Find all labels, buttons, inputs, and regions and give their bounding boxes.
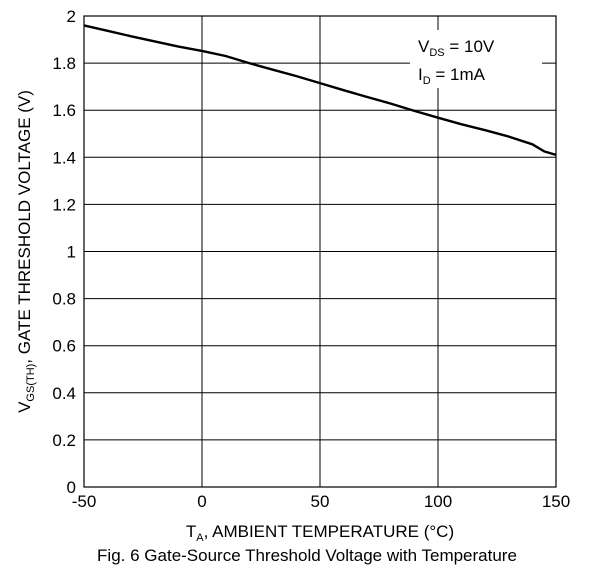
x-tick-label: 100 xyxy=(424,492,452,511)
y-tick-label: 0 xyxy=(67,478,76,497)
y-tick-label: 1.2 xyxy=(52,195,76,214)
x-tick-label: 0 xyxy=(197,492,206,511)
x-axis-label: TA, AMBIENT TEMPERATURE (°C) xyxy=(186,522,454,544)
series-line xyxy=(83,24,557,157)
condition-label: VDS = 10V xyxy=(418,37,495,59)
y-tick-label: 1 xyxy=(67,243,76,262)
grid-lines xyxy=(83,15,557,488)
y-tick-label: 1.6 xyxy=(52,101,76,120)
y-axis-label: VGS(TH), GATE THRESHOLD VOLTAGE (V) xyxy=(15,90,37,413)
axis-labels: 00.20.40.60.811.21.41.61.82-50 0 50 100 150T… xyxy=(15,7,570,565)
plot-frame xyxy=(83,15,557,488)
y-tick-label: 0.8 xyxy=(52,290,76,309)
y-tick-label: 1.4 xyxy=(52,148,76,167)
condition-label: ID = 1mA xyxy=(418,65,486,87)
y-tick-label: 0.4 xyxy=(52,384,76,403)
y-tick-label: 1.8 xyxy=(52,54,76,73)
y-tick-label: 0.2 xyxy=(52,431,76,450)
y-tick-label: 2 xyxy=(67,7,76,26)
conditions-box xyxy=(410,30,542,88)
plot-area: VDS = 10V ID = 1mA xyxy=(83,24,557,157)
x-tick-label: -50 xyxy=(72,492,97,511)
figure-caption: Fig. 6 Gate-Source Threshold Voltage wit… xyxy=(97,546,517,565)
x-tick-label: 150 xyxy=(542,492,570,511)
y-tick-label: 0.6 xyxy=(52,337,76,356)
x-tick-label: 50 xyxy=(311,492,330,511)
